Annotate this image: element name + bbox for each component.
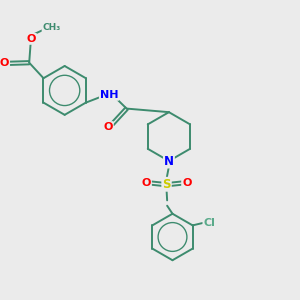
Text: N: N — [164, 154, 174, 167]
Text: O: O — [27, 34, 36, 44]
Text: O: O — [103, 122, 113, 132]
Text: O: O — [142, 178, 151, 188]
Text: CH₃: CH₃ — [42, 23, 61, 32]
Text: Cl: Cl — [203, 218, 215, 228]
Text: S: S — [162, 178, 171, 191]
Text: O: O — [182, 178, 191, 188]
Text: NH: NH — [100, 90, 118, 100]
Text: O: O — [0, 58, 9, 68]
